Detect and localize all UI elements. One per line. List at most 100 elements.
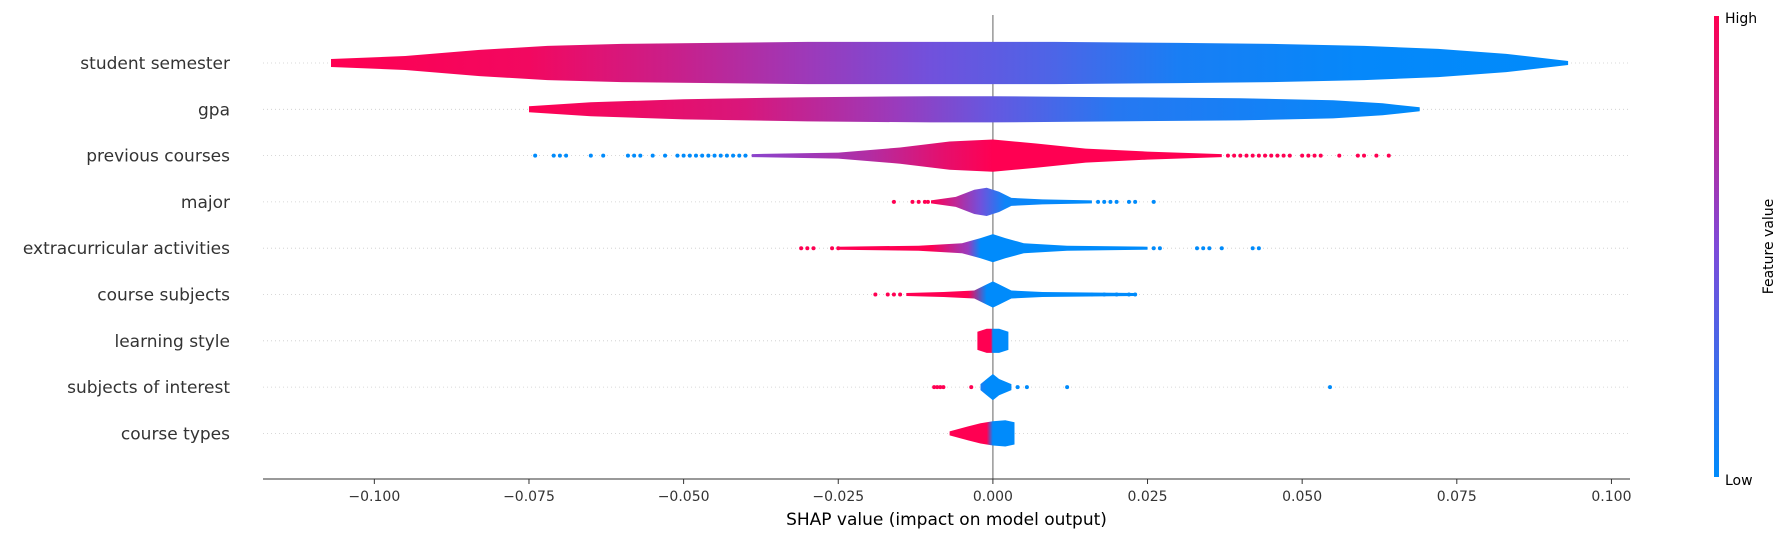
data-point [891,199,896,204]
data-point [938,385,943,390]
data-point [1256,246,1261,251]
data-point [916,199,921,204]
data-point [1102,292,1107,297]
data-point [1306,153,1311,158]
feature-label: course subjects [97,286,230,306]
data-point [873,292,878,297]
data-point [1250,246,1255,251]
data-point [1195,246,1200,251]
data-point [533,153,538,158]
feature-label: previous courses [86,147,230,167]
colorbar-high-label: High [1725,11,1757,27]
data-point [681,153,686,158]
data-point [557,153,562,158]
data-point [1374,153,1379,158]
data-point [1058,292,1063,297]
violin-shape [751,139,1222,172]
data-point [588,153,593,158]
colorbar-low-label: Low [1725,473,1753,489]
data-point [1151,246,1156,251]
x-axis: −0.100 −0.075 −0.050 −0.025 0.000 0.025 0.050 0… [263,478,1631,505]
data-point [638,153,643,158]
violin-shape [931,187,1092,216]
data-point [737,153,742,158]
data-point [718,153,723,158]
data-point [1225,153,1230,158]
data-point [1281,153,1286,158]
violin-shape [838,234,1148,263]
data-point [551,153,556,158]
data-point [932,385,937,390]
data-point [885,292,890,297]
data-point [1238,153,1243,158]
feature-label: course types [121,424,230,444]
data-point [1318,153,1323,158]
feature-label: major [181,193,230,213]
data-point [706,153,711,158]
data-point [1263,153,1268,158]
data-point [1232,153,1237,158]
data-point [799,246,804,251]
feature-labels: student semester gpa previous courses major… [23,54,230,444]
violin-plots [331,41,1569,447]
data-point [1275,153,1280,158]
data-point [925,199,930,204]
data-point [1362,153,1367,158]
data-point [712,153,717,158]
violin-shape [906,281,1136,308]
x-tick-label: −0.050 [658,489,710,505]
data-point [1133,199,1138,204]
feature-label: learning style [114,332,230,352]
data-point [1114,292,1119,297]
data-point [935,385,940,390]
data-point [693,153,698,158]
data-point [601,153,606,158]
x-tick-label: 0.025 [1127,489,1167,505]
data-point [1337,153,1342,158]
data-point [830,246,835,251]
data-point [922,199,927,204]
data-point [1024,385,1029,390]
data-point [1071,292,1076,297]
data-point [969,385,974,390]
data-point [632,153,637,158]
data-point [811,246,816,251]
data-point [1157,246,1162,251]
data-point [564,153,569,158]
data-point [731,153,736,158]
data-point [836,246,841,251]
data-point [700,153,705,158]
data-point [675,153,680,158]
data-point [1065,385,1070,390]
data-point [1133,292,1138,297]
x-axis-title: SHAP value (impact on model output) [786,510,1107,530]
data-point [941,385,946,390]
violin-shape [977,328,1009,353]
data-point [1108,199,1113,204]
data-point [1300,153,1305,158]
data-point [1015,385,1020,390]
data-point [910,199,915,204]
feature-label: student semester [80,54,230,74]
data-point [1207,246,1212,251]
data-point [805,246,810,251]
data-point [663,153,668,158]
outlier-points [533,153,1391,390]
x-tick-label: −0.075 [503,489,555,505]
x-tick-label: −0.100 [348,489,400,505]
data-point [1355,153,1360,158]
violin-shape [980,374,1012,401]
data-point [1126,292,1131,297]
data-point [1250,153,1255,158]
data-point [650,153,655,158]
colorbar-title: Feature value [1761,199,1777,295]
data-point [1126,199,1131,204]
colorbar-gradient [1714,16,1719,477]
data-point [1328,385,1333,390]
data-point [743,153,748,158]
feature-label: gpa [198,100,230,120]
feature-label: subjects of interest [67,378,230,398]
data-point [1151,199,1156,204]
data-point [1065,292,1070,297]
